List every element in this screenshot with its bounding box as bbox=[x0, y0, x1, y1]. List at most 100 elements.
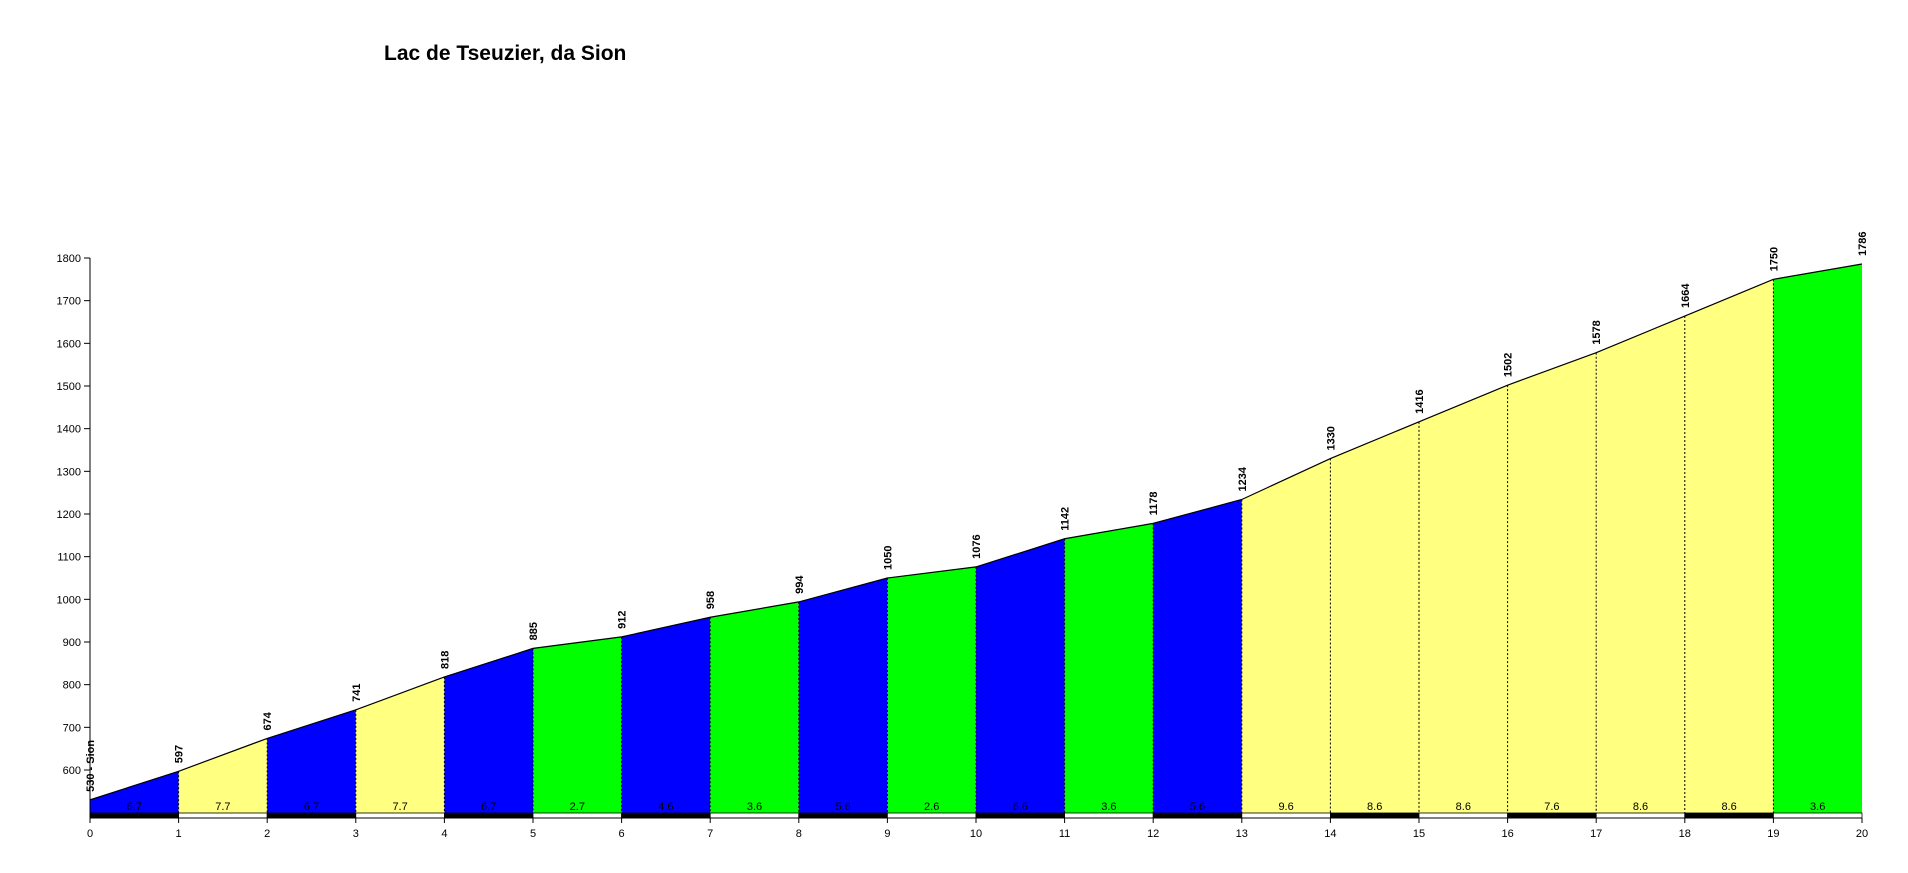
y-tick-label: 1200 bbox=[57, 509, 81, 521]
x-tick-label: 8 bbox=[796, 828, 802, 840]
x-tick-label: 18 bbox=[1679, 828, 1691, 840]
x-tick-label: 9 bbox=[884, 828, 890, 840]
gradient-label: 2.7 bbox=[570, 801, 585, 813]
y-tick-label: 600 bbox=[63, 765, 81, 777]
gradient-label: 9.6 bbox=[1278, 801, 1293, 813]
x-tick-label: 10 bbox=[970, 828, 982, 840]
x-tick-label: 2 bbox=[264, 828, 270, 840]
labels-layer: 6.7 7.7 6.7 7.7 6.7 2.7 4.6 3.6 5.6 2.6 6.6 3.6 5.6 9… bbox=[85, 231, 1869, 813]
gradient-label: 2.6 bbox=[924, 801, 939, 813]
altitude-label: 674 bbox=[262, 711, 274, 730]
x-tick-label: 7 bbox=[707, 828, 713, 840]
gradient-label: 7.7 bbox=[215, 801, 230, 813]
altitude-label: 530 - Sion bbox=[85, 740, 97, 792]
gradient-bar-segment bbox=[1064, 812, 1154, 819]
altitude-label: 1750 bbox=[1768, 247, 1780, 271]
altitude-label: 1578 bbox=[1591, 320, 1603, 344]
gradient-label: 6.6 bbox=[1013, 801, 1028, 813]
x-tick-label: 20 bbox=[1856, 828, 1868, 840]
gradient-bar-segment bbox=[975, 812, 1065, 819]
x-tick-label: 5 bbox=[530, 828, 536, 840]
segment-area bbox=[1064, 523, 1154, 813]
y-tick-label: 1800 bbox=[57, 253, 81, 265]
gradient-label: 8.6 bbox=[1367, 801, 1382, 813]
segment-area bbox=[1330, 421, 1419, 813]
segment-area bbox=[798, 578, 888, 813]
x-tick-label: 4 bbox=[441, 828, 447, 840]
segment-area bbox=[355, 676, 445, 813]
altitude-label: 1076 bbox=[971, 534, 983, 558]
altitude-label: 1786 bbox=[1857, 231, 1869, 255]
gradient-bar-segment bbox=[798, 812, 888, 819]
axes-layer: 6007008009001000110012001300140015001600… bbox=[57, 253, 1869, 840]
gradient-label: 6.7 bbox=[481, 801, 496, 813]
segment-area bbox=[444, 648, 533, 813]
gradient-label: 3.6 bbox=[1101, 801, 1116, 813]
gradient-label: 7.7 bbox=[392, 801, 407, 813]
altitude-label: 1234 bbox=[1237, 466, 1249, 491]
x-tick-label: 14 bbox=[1324, 828, 1336, 840]
dividers-layer bbox=[178, 279, 1774, 813]
y-tick-label: 1300 bbox=[57, 466, 81, 478]
segment-area bbox=[90, 771, 179, 813]
segment-area bbox=[1507, 352, 1597, 813]
altitude-label: 1142 bbox=[1060, 507, 1072, 531]
gradient-bar-segment bbox=[266, 812, 357, 819]
y-tick-label: 1500 bbox=[57, 381, 81, 393]
gradient-bar-segment bbox=[1330, 812, 1420, 819]
altitude-label: 1416 bbox=[1414, 389, 1426, 413]
segment-area bbox=[1241, 458, 1331, 813]
chart-title: Lac de Tseuzier, da Sion bbox=[384, 42, 627, 65]
altitude-label: 741 bbox=[351, 683, 363, 701]
x-tick-label: 11 bbox=[1059, 828, 1070, 840]
gradient-label: 3.6 bbox=[747, 801, 762, 813]
gradient-bar-segment bbox=[1684, 812, 1774, 819]
segment-area bbox=[533, 636, 622, 813]
y-tick-label: 1600 bbox=[57, 338, 81, 350]
x-tick-label: 3 bbox=[353, 828, 359, 840]
x-tick-label: 6 bbox=[619, 828, 625, 840]
gradient-bar-segment bbox=[1595, 812, 1686, 819]
altitude-label: 958 bbox=[705, 591, 717, 609]
gradient-label: 5.6 bbox=[835, 801, 850, 813]
gradient-bar-segment bbox=[178, 812, 268, 819]
segment-area bbox=[887, 566, 976, 813]
y-tick-label: 1000 bbox=[57, 594, 81, 606]
gradient-bar-segment bbox=[355, 812, 445, 819]
altitude-label: 1178 bbox=[1148, 492, 1160, 516]
gradient-label: 4.6 bbox=[658, 801, 673, 813]
segment-area bbox=[621, 617, 711, 813]
segment-area bbox=[710, 601, 799, 813]
y-tick-label: 1100 bbox=[57, 552, 81, 564]
segment-area bbox=[1596, 316, 1685, 813]
segment-area bbox=[178, 738, 268, 813]
x-tick-label: 15 bbox=[1413, 828, 1425, 840]
gradient-bar-segment bbox=[532, 812, 622, 819]
profile-line-layer bbox=[89, 263, 1863, 801]
altitude-label: 1050 bbox=[882, 546, 894, 570]
x-tick-label: 0 bbox=[87, 828, 93, 840]
y-tick-label: 700 bbox=[63, 722, 81, 734]
gradient-bar-segment bbox=[1773, 812, 1863, 819]
x-tick-label: 12 bbox=[1147, 828, 1159, 840]
y-tick-label: 1700 bbox=[57, 296, 81, 308]
profile-line bbox=[89, 263, 1863, 801]
x-tick-label: 1 bbox=[176, 828, 182, 840]
x-tick-label: 16 bbox=[1501, 828, 1513, 840]
altitude-label: 597 bbox=[174, 745, 186, 763]
altitude-label: 912 bbox=[617, 611, 629, 629]
altitude-label: 885 bbox=[528, 622, 540, 640]
gradient-label: 6.7 bbox=[304, 801, 319, 813]
gradient-bar-segment bbox=[1507, 812, 1597, 819]
gradient-label: 5.6 bbox=[1190, 801, 1205, 813]
x-tick-label: 17 bbox=[1590, 828, 1602, 840]
gradient-bar-segment bbox=[709, 812, 800, 819]
altitude-label: 1330 bbox=[1325, 426, 1337, 450]
gradient-bar-segment bbox=[887, 812, 977, 819]
segment-area bbox=[1684, 279, 1774, 813]
gradient-bar-segment bbox=[1152, 812, 1243, 819]
altitude-label: 818 bbox=[439, 651, 451, 669]
segment-area bbox=[1153, 499, 1242, 813]
segment-area bbox=[1419, 385, 1508, 813]
